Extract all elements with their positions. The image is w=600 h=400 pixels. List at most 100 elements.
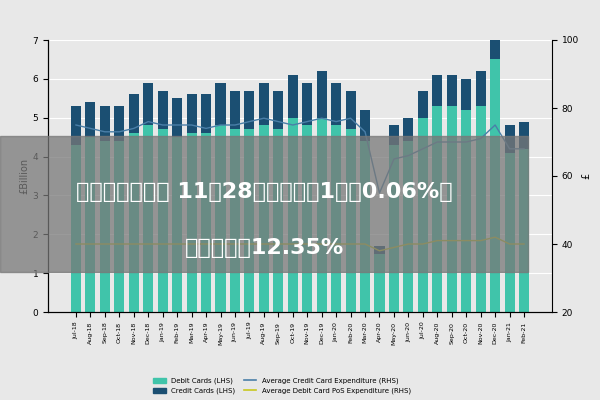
Bar bbox=[129, 133, 139, 312]
Average Debit Card PoS Expenditure (RHS) bbox=[217, 242, 224, 246]
Average Credit Card Expenditure (RHS) bbox=[232, 122, 239, 127]
Average Credit Card Expenditure (RHS) bbox=[159, 122, 166, 127]
Average Debit Card PoS Expenditure (RHS) bbox=[304, 242, 311, 246]
Average Credit Card Expenditure (RHS) bbox=[202, 126, 209, 131]
Bar bbox=[519, 122, 529, 149]
Bar bbox=[215, 126, 226, 312]
Bar bbox=[201, 133, 211, 312]
Average Credit Card Expenditure (RHS) bbox=[289, 122, 296, 127]
Bar bbox=[158, 129, 168, 312]
Average Credit Card Expenditure (RHS) bbox=[419, 146, 427, 151]
Average Debit Card PoS Expenditure (RHS) bbox=[232, 242, 239, 246]
Bar bbox=[201, 94, 211, 133]
Average Debit Card PoS Expenditure (RHS) bbox=[145, 242, 152, 246]
Average Debit Card PoS Expenditure (RHS) bbox=[173, 242, 181, 246]
Average Credit Card Expenditure (RHS) bbox=[463, 140, 470, 144]
Bar bbox=[244, 129, 254, 312]
Average Debit Card PoS Expenditure (RHS) bbox=[130, 242, 137, 246]
Bar bbox=[114, 141, 124, 312]
Bar bbox=[360, 141, 370, 312]
Bar bbox=[432, 75, 442, 106]
Average Debit Card PoS Expenditure (RHS) bbox=[73, 242, 80, 246]
Bar bbox=[85, 137, 95, 312]
Average Debit Card PoS Expenditure (RHS) bbox=[101, 242, 109, 246]
Bar bbox=[273, 129, 283, 312]
Bar bbox=[172, 137, 182, 312]
Average Credit Card Expenditure (RHS) bbox=[260, 116, 268, 121]
Average Debit Card PoS Expenditure (RHS) bbox=[260, 242, 268, 246]
Bar bbox=[389, 126, 399, 145]
Average Credit Card Expenditure (RHS) bbox=[145, 119, 152, 124]
Average Debit Card PoS Expenditure (RHS) bbox=[477, 238, 484, 243]
Bar bbox=[418, 90, 428, 118]
Bar bbox=[389, 145, 399, 312]
Bar bbox=[374, 246, 385, 254]
Bar bbox=[346, 90, 356, 129]
Bar bbox=[447, 75, 457, 106]
Average Credit Card Expenditure (RHS) bbox=[506, 146, 513, 151]
Bar bbox=[129, 94, 139, 133]
Average Debit Card PoS Expenditure (RHS) bbox=[448, 238, 455, 243]
Bar bbox=[288, 118, 298, 312]
Average Debit Card PoS Expenditure (RHS) bbox=[289, 242, 296, 246]
Bar bbox=[100, 106, 110, 141]
Bar bbox=[187, 133, 197, 312]
Bar bbox=[374, 254, 385, 312]
Bar bbox=[505, 153, 515, 312]
Average Credit Card Expenditure (RHS) bbox=[434, 140, 441, 144]
Bar bbox=[85, 102, 95, 137]
Average Debit Card PoS Expenditure (RHS) bbox=[405, 242, 412, 246]
Bar bbox=[230, 129, 240, 312]
Bar bbox=[461, 110, 471, 312]
Bar bbox=[259, 126, 269, 312]
Bar bbox=[403, 118, 413, 141]
Average Credit Card Expenditure (RHS) bbox=[477, 136, 484, 141]
Average Debit Card PoS Expenditure (RHS) bbox=[506, 242, 513, 246]
Bar bbox=[100, 141, 110, 312]
Average Credit Card Expenditure (RHS) bbox=[116, 129, 123, 134]
Bar bbox=[505, 126, 515, 153]
Bar bbox=[273, 90, 283, 129]
Bar bbox=[331, 126, 341, 312]
Bar bbox=[114, 106, 124, 141]
Average Debit Card PoS Expenditure (RHS) bbox=[376, 248, 383, 253]
Average Credit Card Expenditure (RHS) bbox=[87, 126, 94, 131]
Bar bbox=[476, 106, 486, 312]
Bar bbox=[432, 106, 442, 312]
Bar bbox=[143, 83, 153, 126]
Bar bbox=[461, 79, 471, 110]
Bar bbox=[288, 75, 298, 118]
Bar bbox=[302, 126, 312, 312]
Average Credit Card Expenditure (RHS) bbox=[173, 122, 181, 127]
Average Debit Card PoS Expenditure (RHS) bbox=[116, 242, 123, 246]
Average Credit Card Expenditure (RHS) bbox=[304, 119, 311, 124]
Legend: Debit Cards (LHS), Credit Cards (LHS), Average Credit Card Expenditure (RHS), Av: Debit Cards (LHS), Credit Cards (LHS), A… bbox=[151, 376, 413, 396]
Bar bbox=[259, 83, 269, 126]
Average Credit Card Expenditure (RHS) bbox=[130, 126, 137, 131]
Average Credit Card Expenditure (RHS) bbox=[405, 153, 412, 158]
Bar bbox=[158, 90, 168, 129]
Y-axis label: £: £ bbox=[582, 173, 592, 179]
Bar bbox=[187, 94, 197, 133]
Average Debit Card PoS Expenditure (RHS) bbox=[463, 238, 470, 243]
Bar bbox=[71, 145, 81, 312]
Bar bbox=[215, 83, 226, 126]
Average Debit Card PoS Expenditure (RHS) bbox=[159, 242, 166, 246]
Average Debit Card PoS Expenditure (RHS) bbox=[391, 245, 398, 250]
Bar bbox=[172, 98, 182, 137]
Bar bbox=[331, 83, 341, 126]
Average Credit Card Expenditure (RHS) bbox=[361, 129, 368, 134]
Average Credit Card Expenditure (RHS) bbox=[391, 156, 398, 161]
Average Debit Card PoS Expenditure (RHS) bbox=[275, 242, 282, 246]
Average Credit Card Expenditure (RHS) bbox=[217, 122, 224, 127]
Y-axis label: £Billion: £Billion bbox=[20, 158, 30, 194]
Average Debit Card PoS Expenditure (RHS) bbox=[491, 235, 499, 240]
Average Credit Card Expenditure (RHS) bbox=[332, 119, 340, 124]
Average Debit Card PoS Expenditure (RHS) bbox=[361, 242, 368, 246]
Average Credit Card Expenditure (RHS) bbox=[347, 116, 354, 121]
Average Credit Card Expenditure (RHS) bbox=[275, 119, 282, 124]
Average Credit Card Expenditure (RHS) bbox=[188, 122, 195, 127]
Bar bbox=[490, 60, 500, 312]
Average Debit Card PoS Expenditure (RHS) bbox=[318, 242, 325, 246]
Average Debit Card PoS Expenditure (RHS) bbox=[347, 242, 354, 246]
